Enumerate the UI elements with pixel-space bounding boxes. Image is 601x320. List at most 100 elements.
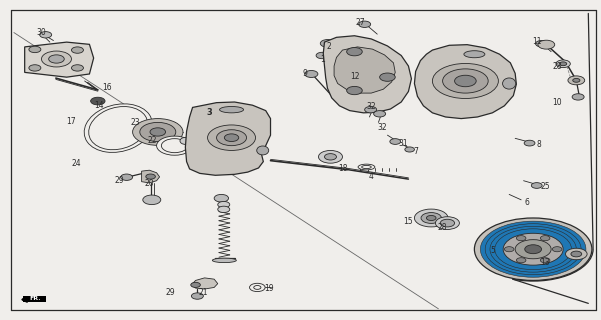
Circle shape — [319, 150, 343, 163]
Text: 10: 10 — [552, 98, 561, 107]
Text: 25: 25 — [540, 182, 550, 191]
Circle shape — [535, 41, 548, 47]
Bar — [23, 296, 46, 302]
Circle shape — [347, 86, 362, 95]
Circle shape — [320, 40, 335, 47]
Circle shape — [305, 70, 318, 77]
Circle shape — [427, 215, 436, 220]
Text: 15: 15 — [404, 217, 413, 226]
Text: 6: 6 — [525, 198, 529, 207]
Circle shape — [573, 78, 580, 82]
Text: 4: 4 — [369, 172, 374, 181]
Circle shape — [503, 233, 563, 265]
Circle shape — [191, 282, 200, 287]
Circle shape — [121, 174, 133, 180]
Text: 30: 30 — [37, 28, 46, 37]
Polygon shape — [25, 42, 94, 77]
Circle shape — [568, 76, 585, 85]
Text: 28: 28 — [438, 223, 447, 232]
Circle shape — [540, 236, 550, 241]
Text: 32: 32 — [378, 123, 388, 132]
Circle shape — [515, 240, 551, 259]
Circle shape — [524, 140, 535, 146]
Circle shape — [415, 209, 448, 227]
Ellipse shape — [362, 165, 371, 169]
Circle shape — [41, 51, 72, 67]
Text: 3: 3 — [207, 108, 212, 117]
Circle shape — [440, 219, 454, 227]
Circle shape — [374, 111, 386, 117]
Text: 27: 27 — [356, 18, 365, 27]
Circle shape — [72, 65, 84, 71]
Ellipse shape — [89, 107, 148, 150]
Circle shape — [390, 139, 401, 144]
Circle shape — [143, 195, 161, 204]
Ellipse shape — [464, 51, 485, 58]
Circle shape — [150, 128, 166, 136]
Circle shape — [442, 69, 488, 93]
Text: 16: 16 — [103, 83, 112, 92]
Polygon shape — [191, 278, 218, 289]
Circle shape — [405, 147, 415, 152]
Circle shape — [380, 73, 395, 81]
Text: 11: 11 — [532, 37, 542, 46]
Circle shape — [207, 125, 255, 150]
Circle shape — [191, 293, 203, 299]
Circle shape — [254, 285, 261, 289]
Circle shape — [249, 283, 265, 292]
Circle shape — [560, 62, 567, 66]
Ellipse shape — [358, 164, 375, 170]
Circle shape — [216, 130, 246, 146]
Circle shape — [490, 226, 576, 272]
Circle shape — [365, 107, 377, 113]
Text: 24: 24 — [72, 159, 81, 168]
Ellipse shape — [180, 137, 191, 144]
Circle shape — [454, 75, 476, 87]
Text: 17: 17 — [67, 117, 76, 126]
Text: 21: 21 — [198, 288, 208, 297]
Circle shape — [133, 119, 183, 145]
Circle shape — [485, 224, 581, 275]
Circle shape — [140, 123, 175, 141]
Polygon shape — [323, 36, 412, 113]
Circle shape — [435, 217, 459, 229]
Circle shape — [566, 248, 587, 260]
Circle shape — [495, 229, 572, 270]
Text: 29: 29 — [165, 288, 175, 297]
Polygon shape — [415, 45, 516, 119]
Circle shape — [29, 65, 41, 71]
Polygon shape — [142, 170, 160, 183]
Text: 19: 19 — [264, 284, 273, 293]
Polygon shape — [185, 102, 270, 175]
Ellipse shape — [219, 107, 243, 113]
Circle shape — [504, 247, 514, 252]
Ellipse shape — [84, 104, 152, 152]
Text: 1: 1 — [320, 54, 325, 63]
Circle shape — [359, 21, 371, 28]
Circle shape — [540, 258, 550, 263]
Circle shape — [162, 139, 188, 153]
Text: 23: 23 — [131, 118, 141, 127]
Text: 29: 29 — [114, 176, 124, 185]
Ellipse shape — [257, 146, 269, 155]
Circle shape — [218, 201, 230, 208]
Circle shape — [72, 47, 84, 53]
Ellipse shape — [502, 78, 516, 89]
Circle shape — [572, 94, 584, 100]
Text: 12: 12 — [350, 72, 359, 81]
Text: 22: 22 — [147, 136, 156, 145]
Circle shape — [40, 32, 52, 38]
Text: 7: 7 — [413, 147, 418, 156]
Ellipse shape — [212, 258, 236, 263]
Text: 31: 31 — [399, 139, 409, 148]
Text: 13: 13 — [540, 259, 550, 268]
Text: 5: 5 — [490, 246, 495, 255]
Circle shape — [347, 48, 362, 56]
Circle shape — [325, 154, 337, 160]
Circle shape — [29, 46, 41, 52]
Circle shape — [556, 60, 570, 68]
Circle shape — [345, 70, 355, 76]
Text: 32: 32 — [367, 102, 376, 111]
Circle shape — [531, 183, 542, 188]
Text: 8: 8 — [536, 140, 541, 148]
